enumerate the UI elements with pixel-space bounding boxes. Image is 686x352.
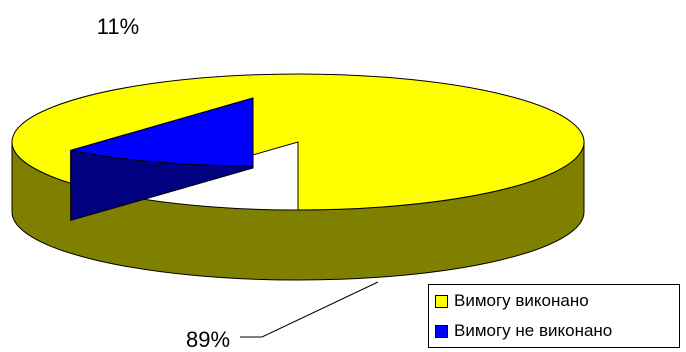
pie-slice-side-done — [11, 141, 585, 281]
legend-item-not-done: Вимогу не виконано — [435, 321, 612, 341]
legend-label-done: Вимогу виконано — [454, 291, 589, 310]
data-label-11: 11% — [97, 14, 139, 39]
legend-swatch-blue — [435, 324, 448, 338]
leader-line-89 — [240, 281, 379, 338]
legend-item-done: Вимогу виконано — [435, 291, 589, 311]
legend-label-not-done: Вимогу не виконано — [454, 321, 613, 340]
data-label-89: 89% — [186, 327, 230, 352]
legend: Вимогу виконано Вимогу не виконано — [428, 284, 680, 348]
pie-slice-not-done — [70, 97, 254, 167]
legend-swatch-yellow — [435, 294, 448, 308]
